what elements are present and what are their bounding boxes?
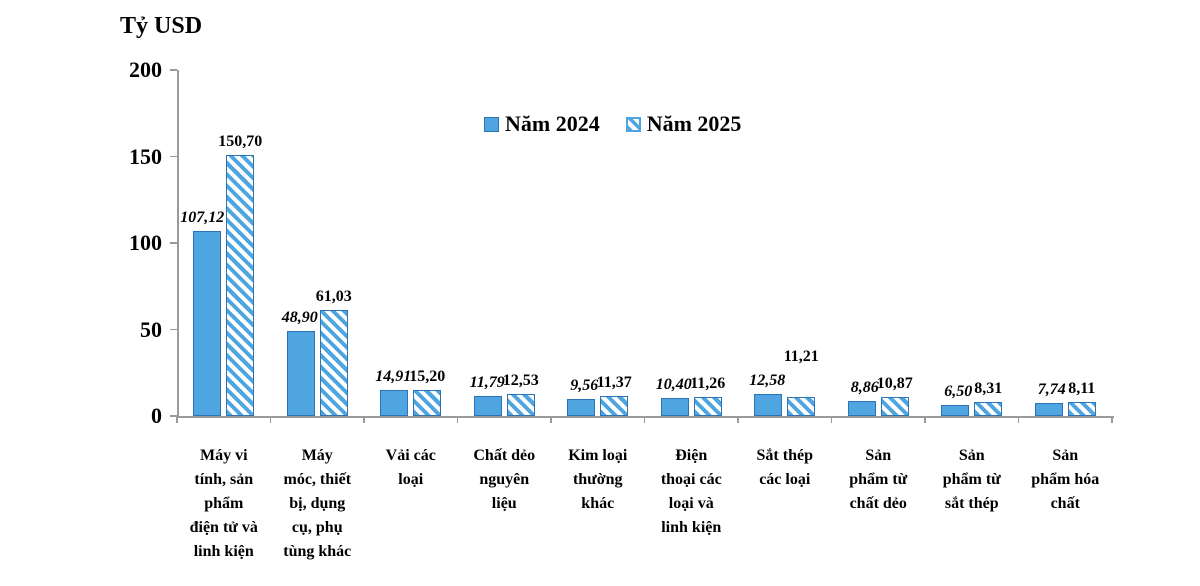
bar-nam-2024-5 [660, 398, 689, 416]
legend-swatch-solid-icon [484, 116, 499, 132]
value-label-nam-2024: 9,56 [570, 377, 599, 395]
value-label-nam-2025: 12,53 [502, 372, 539, 390]
value-label-nam-2025: 10,87 [876, 375, 913, 393]
x-tick [1111, 417, 1113, 423]
bar-nam-2025-3 [506, 394, 535, 416]
value-label-nam-2025: 61,03 [315, 288, 352, 306]
x-tick [830, 417, 833, 423]
bar-nam-2024-2 [380, 390, 409, 416]
x-tick [737, 417, 739, 423]
category-label-5: Điện thoại các loại và linh kiện [660, 447, 722, 536]
bar-nam-2025-9 [1067, 401, 1096, 416]
bar-nam-2025-5 [693, 396, 722, 416]
bar-nam-2024-9 [1034, 402, 1063, 416]
value-label-nam-2024: 6,50 [944, 382, 973, 400]
value-label-nam-2024: 10,40 [655, 376, 692, 393]
legend-label-nam-2024: Năm 2024 [505, 111, 600, 136]
y-tick-label: 50 [140, 316, 162, 342]
bar-nam-2025-0 [226, 155, 255, 416]
category-label-9: Sản phẩm hóa chất [1031, 447, 1100, 512]
category-label-7: Sản phẩm từ chất dẻo [849, 447, 908, 512]
y-tick [170, 328, 177, 331]
x-tick [1017, 417, 1020, 423]
bar-nam-2025-2 [413, 389, 442, 416]
value-label-nam-2025: 150,70 [218, 133, 263, 151]
category-label-2: Vải các loại [385, 447, 436, 488]
y-tick-label: 200 [129, 57, 162, 82]
value-label-nam-2025: 11,37 [596, 374, 632, 392]
bar-nam-2025-8 [974, 401, 1003, 416]
bar-nam-2025-6 [787, 396, 816, 416]
y-tick-label: 100 [129, 230, 162, 255]
category-label-0: Máy vi tính, sản phẩm điện tử và linh ki… [189, 447, 258, 560]
bar-nam-2025-4 [600, 396, 629, 416]
bar-nam-2024-7 [847, 400, 876, 416]
y-tick [170, 415, 177, 417]
value-label-nam-2025: 11,26 [690, 374, 726, 392]
value-label-nam-2024: 7,74 [1037, 380, 1066, 398]
x-tick [176, 417, 178, 423]
y-tick [170, 242, 177, 244]
bar-nam-2024-1 [286, 331, 315, 416]
y-axis-title: Tỷ USD [120, 13, 203, 39]
y-tick-label: 150 [129, 143, 162, 169]
value-label-nam-2025: 11,21 [783, 348, 819, 366]
category-label-1: Máy móc, thiết bị, dụng cụ, phụ tùng khá… [283, 447, 352, 560]
x-tick [456, 417, 459, 423]
legend: Năm 2024 Năm 2025 [484, 111, 741, 137]
x-tick [550, 417, 552, 423]
legend-item-nam-2025: Năm 2025 [625, 111, 742, 137]
category-label-8: Sản phẩm từ sắt thép [942, 447, 1001, 512]
value-label-nam-2025: 8,31 [974, 379, 1003, 397]
y-axis-line [177, 70, 179, 416]
x-tick [269, 417, 272, 423]
bar-nam-2024-3 [473, 395, 502, 416]
value-label-nam-2024: 48,90 [281, 309, 318, 327]
y-tick [170, 69, 177, 71]
y-tick [170, 155, 177, 158]
y-tick-label: 0 [151, 403, 162, 428]
legend-label-nam-2025: Năm 2025 [646, 111, 742, 136]
value-label-nam-2024: 11,79 [469, 373, 505, 391]
value-label-nam-2025: 8,11 [1068, 379, 1096, 397]
value-label-nam-2024: 8,86 [850, 378, 879, 396]
x-axis-line [177, 416, 1114, 418]
x-tick [643, 417, 646, 423]
category-label-6: Sắt thép các loại [756, 447, 813, 488]
value-label-nam-2024: 107,12 [180, 208, 225, 226]
bar-nam-2025-7 [880, 397, 909, 416]
x-tick [363, 417, 365, 423]
legend-swatch-hatched-icon [625, 116, 641, 132]
value-label-nam-2024: 14,91 [375, 368, 412, 386]
x-tick [924, 417, 926, 423]
bar-nam-2024-8 [941, 404, 970, 416]
bar-nam-2024-0 [193, 230, 222, 416]
legend-item-nam-2024: Năm 2024 [484, 111, 600, 137]
value-label-nam-2025: 15,20 [409, 367, 446, 385]
bar-nam-2024-4 [567, 399, 596, 416]
bar-nam-2024-6 [754, 394, 783, 416]
value-label-nam-2024: 12,58 [749, 372, 786, 390]
category-label-4: Kim loại thường khác [568, 447, 628, 512]
category-label-3: Chất dẻo nguyên liệu [473, 447, 536, 512]
bar-nam-2025-1 [319, 310, 348, 416]
